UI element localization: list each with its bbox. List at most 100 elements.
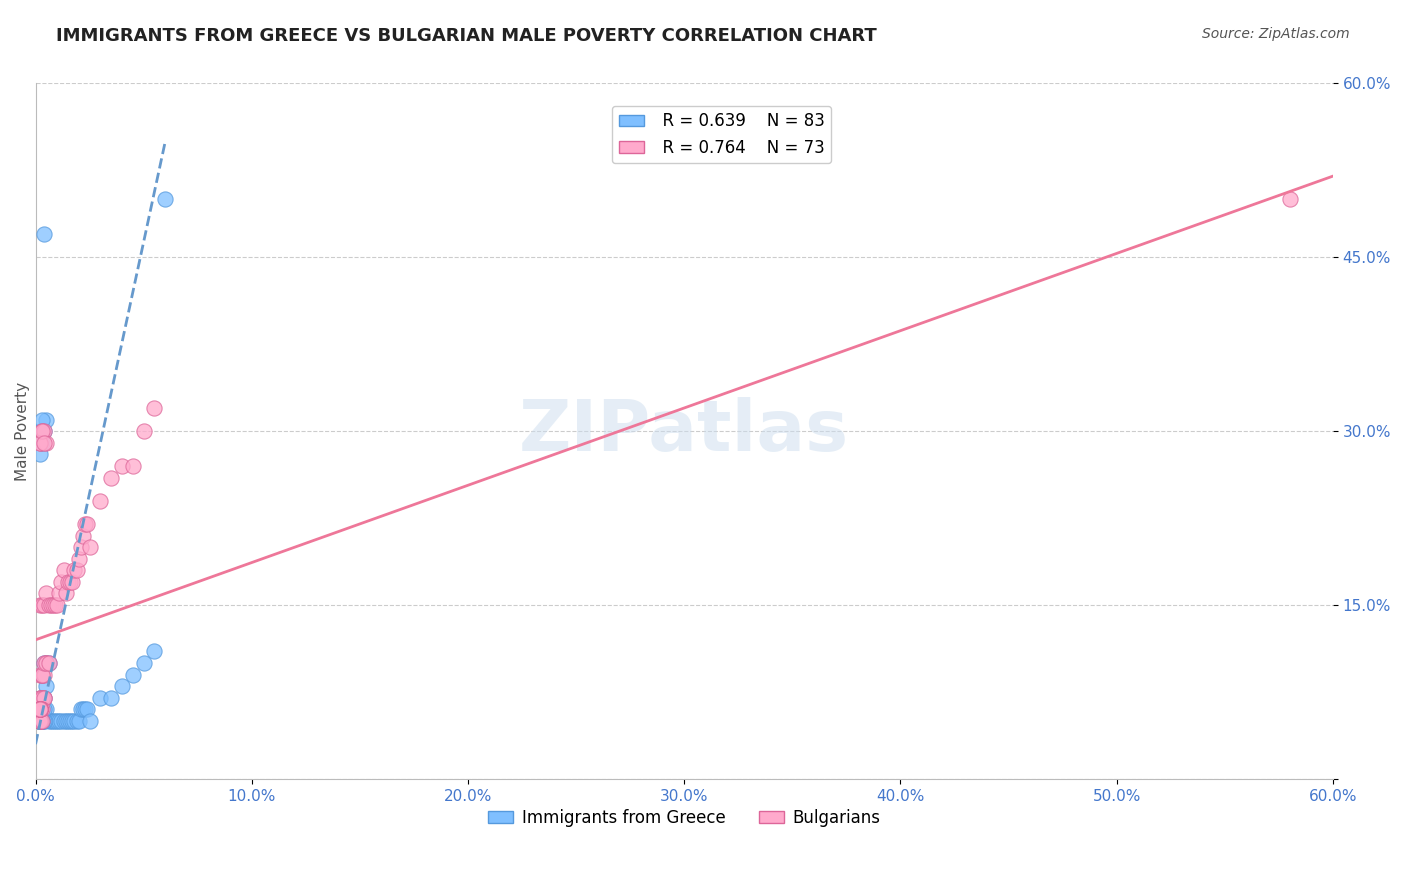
Point xyxy=(28,714,51,728)
Point xyxy=(28,714,51,728)
Point xyxy=(28,435,51,450)
Point xyxy=(55,586,77,600)
Point xyxy=(31,667,53,681)
Point xyxy=(32,424,55,438)
Point xyxy=(28,702,51,716)
Point xyxy=(28,714,51,728)
Point xyxy=(28,714,51,728)
Point xyxy=(28,714,51,728)
Point xyxy=(28,714,51,728)
Legend: Immigrants from Greece, Bulgarians: Immigrants from Greece, Bulgarians xyxy=(482,802,887,833)
Point xyxy=(60,574,83,589)
Point xyxy=(111,458,134,473)
Point xyxy=(35,656,58,670)
Point xyxy=(28,702,51,716)
Point xyxy=(48,714,70,728)
Point xyxy=(70,540,93,554)
Point xyxy=(55,714,77,728)
Point xyxy=(28,714,51,728)
Point xyxy=(28,714,51,728)
Point xyxy=(28,714,51,728)
Point xyxy=(28,714,51,728)
Point xyxy=(32,656,55,670)
Point xyxy=(75,516,97,531)
Point xyxy=(28,714,51,728)
Point xyxy=(132,424,155,438)
Point xyxy=(28,435,51,450)
Point xyxy=(28,702,51,716)
Point xyxy=(42,598,65,612)
Point xyxy=(79,714,101,728)
Point xyxy=(38,656,60,670)
Point xyxy=(143,401,166,415)
Point xyxy=(79,540,101,554)
Point xyxy=(28,424,51,438)
Point xyxy=(59,714,82,728)
Point xyxy=(35,656,58,670)
Text: IMMIGRANTS FROM GREECE VS BULGARIAN MALE POVERTY CORRELATION CHART: IMMIGRANTS FROM GREECE VS BULGARIAN MALE… xyxy=(56,27,877,45)
Point xyxy=(46,714,69,728)
Point xyxy=(32,690,55,705)
Point xyxy=(42,714,65,728)
Point xyxy=(132,656,155,670)
Point xyxy=(28,702,51,716)
Point xyxy=(46,598,69,612)
Point xyxy=(28,714,51,728)
Point xyxy=(72,702,94,716)
Point xyxy=(38,714,60,728)
Point xyxy=(28,714,51,728)
Point xyxy=(31,424,53,438)
Point xyxy=(35,412,58,426)
Point xyxy=(76,516,98,531)
Point xyxy=(67,714,90,728)
Point xyxy=(28,714,51,728)
Point xyxy=(28,714,51,728)
Point xyxy=(56,714,79,728)
Point xyxy=(32,702,55,716)
Point xyxy=(38,598,60,612)
Point xyxy=(28,714,51,728)
Point xyxy=(28,702,51,716)
Point xyxy=(28,714,51,728)
Text: Source: ZipAtlas.com: Source: ZipAtlas.com xyxy=(1202,27,1350,41)
Point xyxy=(155,192,177,206)
Point xyxy=(28,690,51,705)
Point xyxy=(28,702,51,716)
Point xyxy=(28,714,51,728)
Point xyxy=(28,714,51,728)
Point xyxy=(28,702,51,716)
Point xyxy=(31,424,53,438)
Point xyxy=(31,714,53,728)
Point xyxy=(100,470,122,484)
Point xyxy=(32,598,55,612)
Point xyxy=(121,667,143,681)
Point xyxy=(31,435,53,450)
Point xyxy=(39,598,62,612)
Point xyxy=(28,714,51,728)
Point xyxy=(100,690,122,705)
Point xyxy=(28,714,51,728)
Point xyxy=(28,702,51,716)
Point xyxy=(1278,192,1301,206)
Point xyxy=(31,714,53,728)
Point xyxy=(32,435,55,450)
Point xyxy=(31,702,53,716)
Point xyxy=(89,690,111,705)
Point xyxy=(28,702,51,716)
Point xyxy=(28,714,51,728)
Point xyxy=(28,447,51,461)
Point xyxy=(31,667,53,681)
Point xyxy=(28,702,51,716)
Point xyxy=(75,702,97,716)
Point xyxy=(28,702,51,716)
Point xyxy=(143,644,166,658)
Point xyxy=(28,702,51,716)
Point xyxy=(44,598,66,612)
Point xyxy=(32,424,55,438)
Point xyxy=(32,656,55,670)
Y-axis label: Male Poverty: Male Poverty xyxy=(15,382,30,481)
Point xyxy=(32,690,55,705)
Point xyxy=(111,679,134,693)
Point xyxy=(56,574,79,589)
Point xyxy=(28,714,51,728)
